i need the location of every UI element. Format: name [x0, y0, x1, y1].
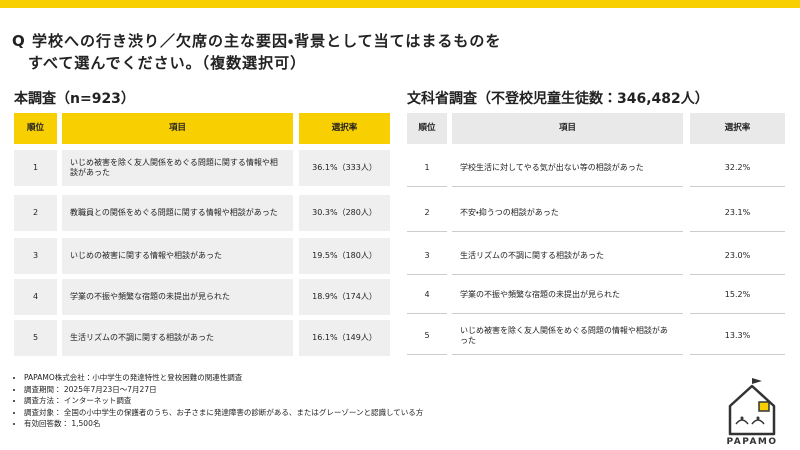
note: PAPAMO株式会社：小中学生の発達特性と登校困難の関連性調査 [24, 372, 423, 384]
rate: 15.2% [690, 276, 785, 314]
rank: 5 [14, 320, 57, 356]
item: 学校生活に対してやる気が出ない等の相談があった [452, 149, 683, 187]
column-header: 順位 [407, 113, 447, 144]
item: 学業の不振や頻繁な宿題の未提出が見られた [452, 276, 683, 314]
rank: 5 [407, 317, 447, 355]
item: 教職員との関係をめぐる問題に関する情報や相談があった [62, 195, 293, 231]
rate: 30.3%（280人） [299, 195, 390, 231]
logo: PAPAMO [726, 378, 777, 446]
question-line: Q 学校への行き渋り／欠席の主な要因・背景として当てはまるものを [12, 32, 502, 50]
rank: 1 [14, 150, 57, 186]
note: 調査期間： 2025年7月23日～7月27日 [24, 384, 423, 396]
top-bar [0, 0, 800, 8]
item: いじめ被害を除く友人関係をめぐる問題に関する情報や相談があった [62, 150, 293, 186]
rate: 23.0% [690, 237, 785, 275]
rank: 3 [407, 237, 447, 275]
table-title: 本調査（n=923） [14, 91, 135, 107]
column-header: 項目 [62, 113, 293, 144]
rank: 3 [14, 238, 57, 274]
note: 調査対象： 全国の小中学生の保護者のうち、お子さまに発達障害の診断がある、または… [24, 407, 423, 419]
item: いじめ被害を除く友人関係をめぐる問題の情報や相談があった [452, 317, 683, 355]
item: 生活リズムの不調に関する相談があった [452, 237, 683, 275]
note: 有効回答数： 1,500名 [24, 418, 423, 430]
table-title: 文科省調査（不登校児童生徒数：346,482人） [407, 91, 709, 107]
rate: 18.9%（174人） [299, 279, 390, 315]
logo-text: PAPAMO [726, 437, 777, 446]
rank: 4 [14, 279, 57, 315]
column-header: 順位 [14, 113, 57, 144]
rate: 13.3% [690, 317, 785, 355]
rank: 2 [407, 194, 447, 232]
rank: 4 [407, 276, 447, 314]
item: 学業の不振や頻繁な宿題の未提出が見られた [62, 279, 293, 315]
column-header: 選択率 [690, 113, 785, 144]
column-header: 選択率 [299, 113, 390, 144]
item: 不安・抑うつの相談があった [452, 194, 683, 232]
note: 調査方法： インターネット調査 [24, 395, 423, 407]
rank: 2 [14, 195, 57, 231]
rate: 36.1%（333人） [299, 150, 390, 186]
rank: 1 [407, 149, 447, 187]
question-line: すべて選んでください。（複数選択可） [28, 54, 307, 72]
rate: 19.5%（180人） [299, 238, 390, 274]
item: 生活リズムの不調に関する相談があった [62, 320, 293, 356]
notes: PAPAMO株式会社：小中学生の発達特性と登校困難の関連性調査調査期間： 202… [10, 372, 423, 430]
rate: 16.1%（149人） [299, 320, 390, 356]
rate: 32.2% [690, 149, 785, 187]
column-header: 項目 [452, 113, 683, 144]
rate: 23.1% [690, 194, 785, 232]
item: いじめの被害に関する情報や相談があった [62, 238, 293, 274]
